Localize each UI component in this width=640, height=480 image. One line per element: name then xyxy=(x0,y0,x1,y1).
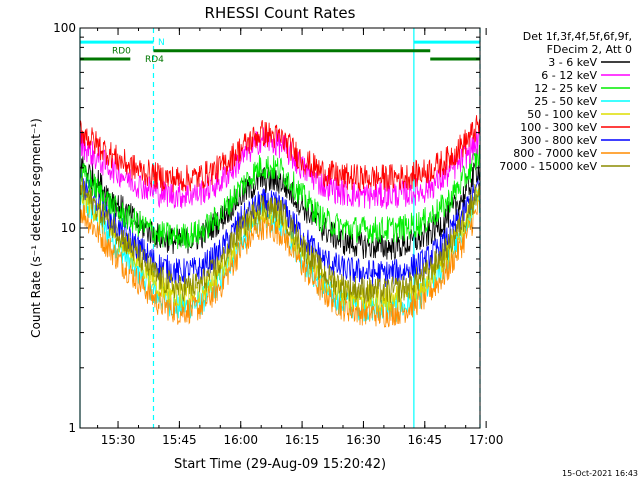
series-line-7000-15000keV xyxy=(79,176,481,304)
legend-label: 50 - 100 keV xyxy=(527,108,597,121)
legend-label: 300 - 800 keV xyxy=(520,134,597,147)
annotation-label-rd4: RD4 xyxy=(145,55,164,65)
legend-label: 7000 - 15000 keV xyxy=(499,160,597,173)
x-tick-label: 16:30 xyxy=(346,433,381,447)
x-tick-label: 15:30 xyxy=(101,433,136,447)
legend-label: 12 - 25 keV xyxy=(534,82,597,95)
x-tick-label: 17:00 xyxy=(469,433,504,447)
y-tick-label: 100 xyxy=(53,21,76,35)
y-tick-label: 10 xyxy=(61,221,76,235)
x-tick-label: 16:45 xyxy=(407,433,442,447)
series-line-3-6keV xyxy=(79,155,481,261)
legend-header: Det 1f,3f,4f,5f,6f,9f, xyxy=(523,30,632,43)
series-line-100-300keV xyxy=(79,115,481,193)
x-tick-label: 16:15 xyxy=(285,433,320,447)
legend-label: 25 - 50 keV xyxy=(534,95,597,108)
timestamp: 15-Oct-2021 16:43 xyxy=(562,469,638,478)
chart-title: RHESSI Count Rates xyxy=(205,4,356,22)
legend-label: 100 - 300 keV xyxy=(520,121,597,134)
legend-label: 800 - 7000 keV xyxy=(513,147,597,160)
x-tick-label: 16:00 xyxy=(223,433,258,447)
legend-header: FDecim 2, Att 0 xyxy=(547,43,632,56)
series-line-12-25keV xyxy=(79,144,481,250)
y-axis-label: Count Rate (s⁻¹ detector segment⁻¹) xyxy=(29,118,43,338)
annotation-label-rd0: RD0 xyxy=(112,47,131,57)
legend-label: 6 - 12 keV xyxy=(541,69,597,82)
x-axis-label: Start Time (29-Aug-09 15:20:42) xyxy=(174,457,386,472)
y-tick-label: 1 xyxy=(68,421,76,435)
legend-label: 3 - 6 keV xyxy=(548,56,597,69)
annotation-label-n: N xyxy=(158,38,165,48)
x-tick-label: 15:45 xyxy=(162,433,197,447)
